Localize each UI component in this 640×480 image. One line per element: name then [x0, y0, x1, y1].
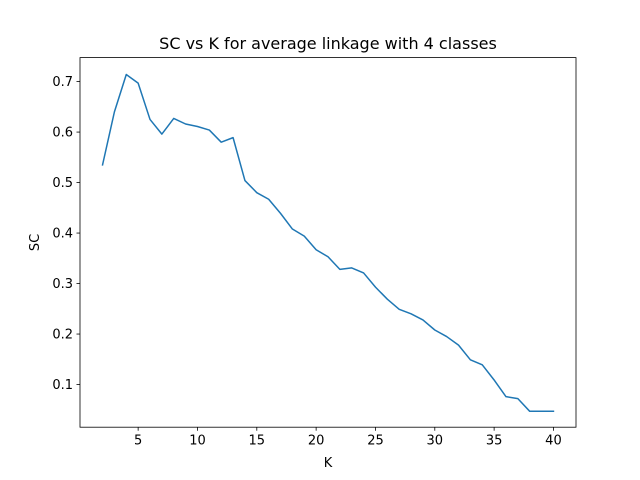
y-tick-label: 0.1 — [52, 378, 73, 393]
x-tick-label: 15 — [249, 434, 266, 449]
x-tick-label: 10 — [189, 434, 206, 449]
x-axis-label: K — [324, 456, 333, 471]
plot-area — [80, 57, 576, 428]
series-layer — [101, 73, 555, 413]
y-tick-label: 0.5 — [52, 176, 73, 191]
x-tick-label: 25 — [367, 434, 384, 449]
x-tick-label: 35 — [486, 434, 503, 449]
x-tick-label: 5 — [134, 434, 142, 449]
y-tick-label: 0.3 — [52, 277, 73, 292]
x-tick-label: 30 — [427, 434, 444, 449]
chart-title: SC vs K for average linkage with 4 class… — [159, 34, 497, 53]
y-tick-label: 0.6 — [52, 126, 73, 141]
y-tick-label: 0.2 — [52, 328, 73, 343]
y-axis-ticks: 0.1 0.2 0.3 0.4 0.5 0.6 0.7 — [52, 75, 80, 393]
y-axis-label: SC — [28, 234, 43, 251]
x-tick-label: 20 — [308, 434, 325, 449]
x-tick-label: 40 — [545, 434, 562, 449]
x-axis-ticks: 5 10 15 20 25 30 35 40 — [134, 427, 562, 449]
y-tick-label: 0.7 — [52, 75, 73, 90]
series-line — [101, 73, 555, 413]
y-tick-label: 0.4 — [52, 227, 73, 242]
plot-frame — [79, 57, 577, 428]
